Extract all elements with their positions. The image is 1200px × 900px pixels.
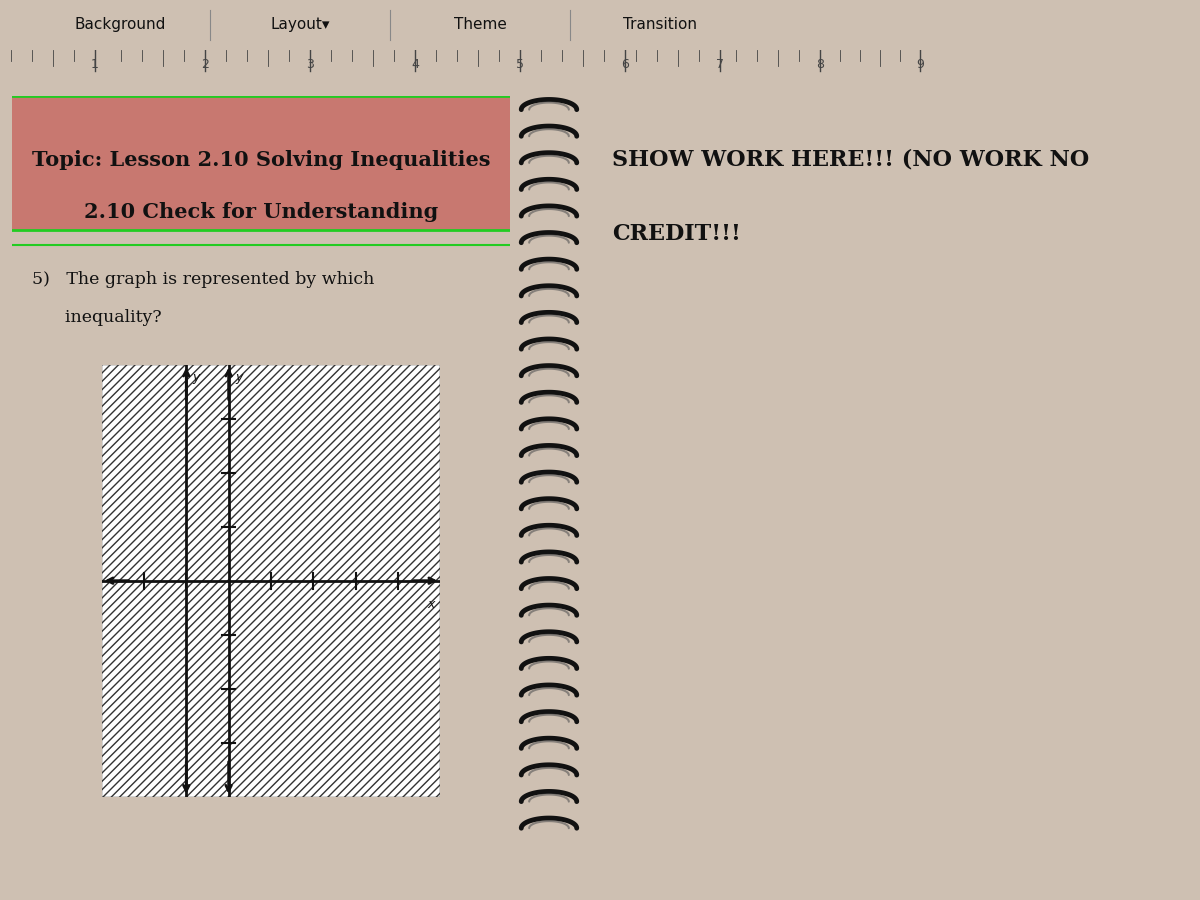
Text: x: x (427, 598, 434, 611)
Text: 3: 3 (306, 58, 314, 71)
Text: 6: 6 (622, 58, 629, 71)
Text: 9: 9 (916, 58, 924, 71)
Text: 5)   The graph is represented by which: 5) The graph is represented by which (32, 272, 374, 288)
Text: y: y (235, 371, 242, 383)
Text: 4: 4 (412, 58, 419, 71)
Text: Theme: Theme (454, 17, 506, 32)
Text: 1: 1 (91, 58, 98, 71)
Text: SHOW WORK HERE!!! (NO WORK NO: SHOW WORK HERE!!! (NO WORK NO (612, 148, 1090, 170)
Text: Layout▾: Layout▾ (270, 17, 330, 32)
Text: 7: 7 (716, 58, 724, 71)
Text: 5: 5 (516, 58, 524, 71)
Text: Topic: Lesson 2.10 Solving Inequalities: Topic: Lesson 2.10 Solving Inequalities (31, 149, 491, 169)
FancyBboxPatch shape (12, 96, 510, 230)
Text: y: y (193, 371, 200, 383)
Text: Transition: Transition (623, 17, 697, 32)
Text: 2: 2 (202, 58, 209, 71)
Text: Background: Background (74, 17, 166, 32)
Text: CREDIT!!!: CREDIT!!! (612, 223, 740, 245)
Text: 8: 8 (816, 58, 824, 71)
Text: 2.10 Check for Understanding: 2.10 Check for Understanding (84, 202, 438, 221)
Text: inequality?: inequality? (32, 309, 162, 326)
